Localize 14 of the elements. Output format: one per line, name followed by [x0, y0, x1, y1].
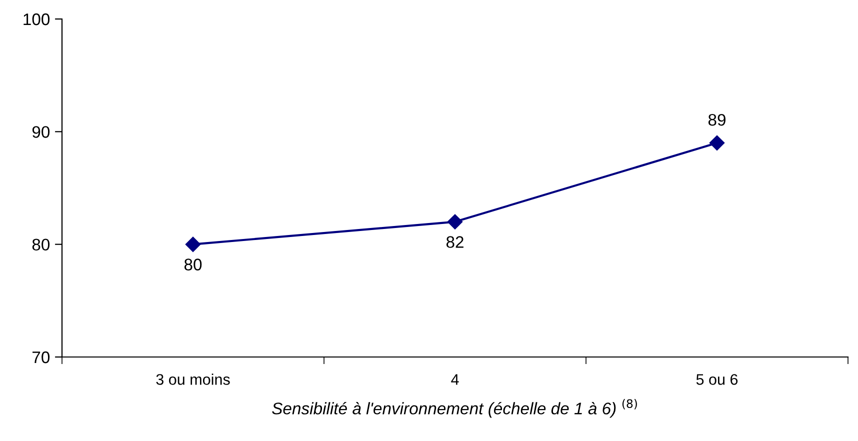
- data-label: 82: [446, 236, 464, 248]
- x-tick-label: 3 ou moins: [156, 374, 230, 385]
- x-tick-label: 4: [451, 374, 459, 385]
- data-label: 80: [184, 258, 202, 270]
- y-tick-label: 80: [32, 238, 50, 251]
- point: [709, 135, 725, 151]
- y-tick-label: 70: [32, 351, 50, 364]
- point: [185, 236, 201, 252]
- data-label: 89: [708, 114, 726, 126]
- x-axis-title: Sensibilité à l'environnement (échelle de 1 à 6) $^{(8)}$: [272, 399, 637, 418]
- y-tick-label: 90: [32, 126, 50, 138]
- y-tick-label: 100: [24, 13, 50, 26]
- point: [447, 214, 463, 230]
- x-tick-label: 5 ou 6: [696, 374, 738, 385]
